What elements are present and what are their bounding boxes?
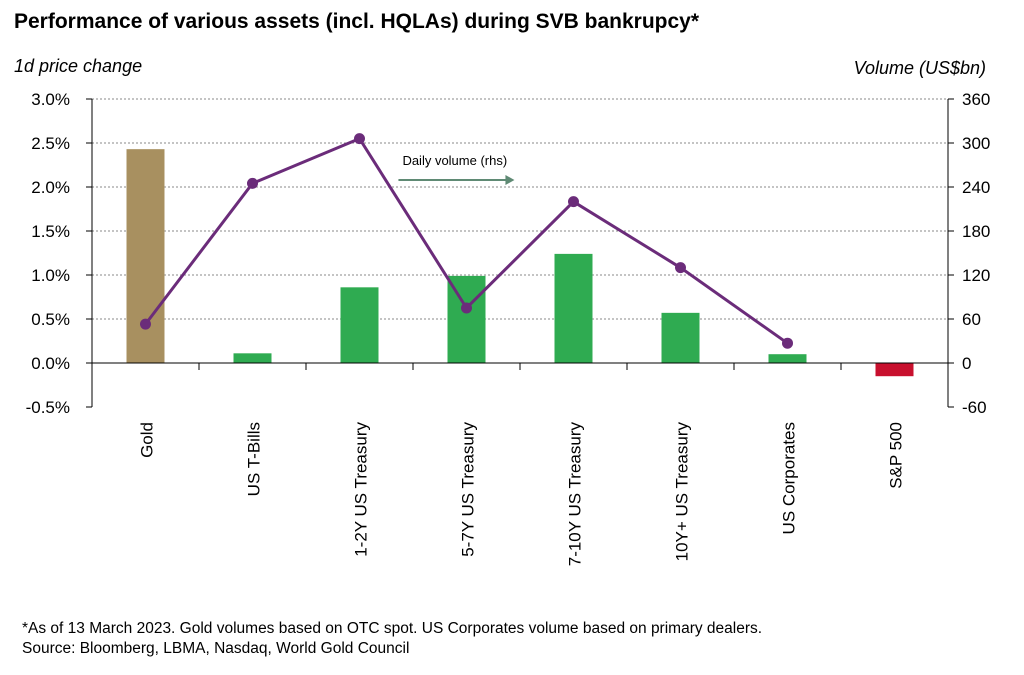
source-line: Source: Bloomberg, LBMA, Nasdaq, World G…: [22, 640, 410, 657]
volume-point: [568, 196, 579, 208]
bar: [768, 354, 807, 363]
y-tick-label-left: 1.5%: [31, 222, 70, 241]
bar: [554, 253, 593, 363]
x-category-label: 5-7Y US Treasury: [459, 422, 478, 557]
y-tick-label-left: 2.5%: [31, 134, 70, 153]
volume-point: [140, 318, 151, 330]
y-tick-label-right: 240: [962, 178, 990, 197]
volume-point: [675, 262, 686, 274]
bar: [340, 287, 379, 363]
y-tick-label-right: 120: [962, 266, 990, 285]
y-tick-label-left: 3.0%: [31, 90, 70, 109]
x-category-label: US Corporates: [780, 422, 799, 534]
y-tick-label-left: 1.0%: [31, 266, 70, 285]
x-category-label: 10Y+ US Treasury: [673, 422, 692, 562]
footnote-line: *As of 13 March 2023. Gold volumes based…: [22, 620, 763, 637]
volume-point: [461, 302, 472, 314]
annotation-arrowhead: [505, 175, 515, 185]
y-axis-left-label: 1d price change: [14, 56, 143, 76]
bar: [661, 312, 700, 363]
x-category-label: 1-2Y US Treasury: [352, 422, 371, 557]
y-tick-label-left: 2.0%: [31, 178, 70, 197]
bar: [126, 149, 165, 363]
bar: [233, 353, 272, 363]
chart-title: Performance of various assets (incl. HQL…: [14, 10, 700, 33]
y-axis-right-label: Volume (US$bn): [853, 58, 986, 78]
y-tick-label-left: 0.5%: [31, 310, 70, 329]
y-tick-label-right: 300: [962, 134, 990, 153]
y-tick-label-right: 180: [962, 222, 990, 241]
y-tick-label-left: -0.5%: [26, 398, 70, 417]
y-tick-label-right: 0: [962, 354, 971, 373]
x-category-label: S&P 500: [887, 422, 906, 489]
volume-point: [782, 337, 793, 349]
y-tick-label-right: -60: [962, 398, 987, 417]
bar: [875, 363, 914, 377]
x-category-label: Gold: [138, 422, 157, 458]
x-category-label: US T-Bills: [245, 422, 264, 496]
footnote: *As of 13 March 2023. Gold volumes based…: [22, 619, 762, 659]
y-tick-label-right: 60: [962, 310, 981, 329]
volume-point: [247, 177, 258, 189]
volume-point: [354, 133, 365, 145]
x-category-label: 7-10Y US Treasury: [566, 422, 585, 567]
y-tick-label-right: 360: [962, 90, 990, 109]
volume-annotation: Daily volume (rhs): [402, 153, 507, 168]
y-tick-label-left: 0.0%: [31, 354, 70, 373]
